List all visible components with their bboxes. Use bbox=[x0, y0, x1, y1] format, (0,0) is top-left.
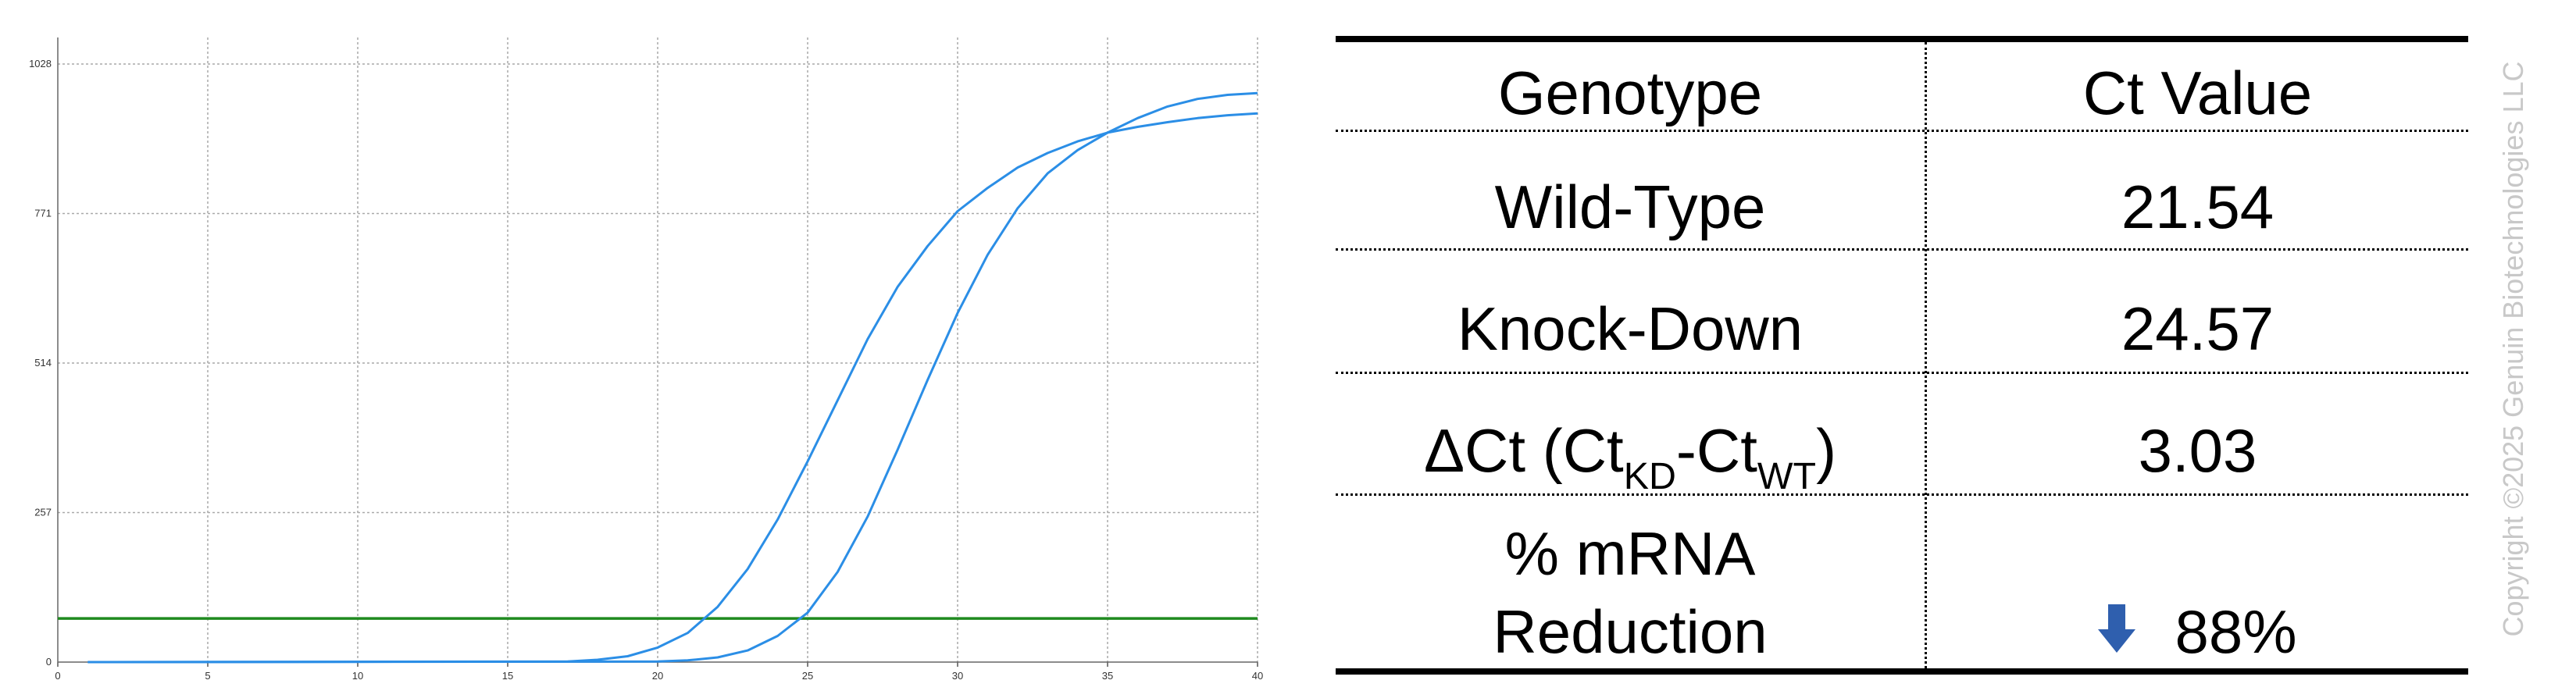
amplification-curve-2 bbox=[87, 91, 1258, 664]
x-tick-label: 40 bbox=[1252, 670, 1263, 682]
row-divider bbox=[1336, 372, 2468, 374]
y-tick-label: 1028 bbox=[29, 58, 52, 69]
column-separator bbox=[1925, 42, 1927, 668]
header-genotype: Genotype bbox=[1497, 59, 1763, 127]
row-divider bbox=[1336, 130, 2468, 132]
chart-tick-labels: 0 5 10 15 20 25 30 35 40 0 257 514 771 1028 bbox=[29, 58, 1263, 682]
y-tick-label: 0 bbox=[46, 656, 52, 668]
down-arrow-icon bbox=[2098, 604, 2136, 653]
row-mrna-reduction-label-line1: % mRNA bbox=[1504, 519, 1756, 588]
row-wild-type-value: 21.54 bbox=[2121, 173, 2275, 241]
table-bottom-rule bbox=[1336, 668, 2468, 675]
y-tick-label: 771 bbox=[34, 208, 52, 219]
row-delta-ct-value: 3.03 bbox=[2138, 416, 2257, 485]
x-tick-label: 20 bbox=[652, 670, 663, 682]
copyright-watermark: Copyright ©2025 Genuin Biotechnologies L… bbox=[2497, 61, 2529, 637]
row-mrna-reduction-value: 88% bbox=[1927, 601, 2468, 662]
row-knock-down-value: 24.57 bbox=[2121, 294, 2275, 363]
x-tick-label: 25 bbox=[802, 670, 813, 682]
chart-series bbox=[87, 91, 1258, 664]
header-ct-value: Ct Value bbox=[2082, 59, 2313, 127]
y-tick-label: 257 bbox=[34, 507, 52, 518]
amplification-chart: 0 5 10 15 20 25 30 35 40 0 257 514 771 1028 bbox=[29, 37, 1263, 682]
row-knock-down-label: Knock-Down bbox=[1457, 294, 1804, 363]
y-tick-label: 514 bbox=[34, 357, 52, 369]
x-tick-label: 10 bbox=[352, 670, 363, 682]
row-delta-ct-label: ΔCt (CtKD-CtWT) bbox=[1423, 416, 1837, 497]
chart-grid bbox=[58, 37, 1258, 662]
x-tick-label: 5 bbox=[205, 670, 210, 682]
x-tick-label: 30 bbox=[952, 670, 963, 682]
amplification-curve-1 bbox=[87, 112, 1258, 664]
x-tick-label: 35 bbox=[1102, 670, 1113, 682]
row-wild-type-label: Wild-Type bbox=[1494, 173, 1766, 241]
table-top-rule bbox=[1336, 36, 2468, 42]
row-divider bbox=[1336, 248, 2468, 251]
x-tick-label: 15 bbox=[502, 670, 513, 682]
row-mrna-reduction-label-line2: Reduction bbox=[1493, 597, 1768, 666]
x-tick-label: 0 bbox=[55, 670, 60, 682]
row-divider bbox=[1336, 493, 2468, 496]
